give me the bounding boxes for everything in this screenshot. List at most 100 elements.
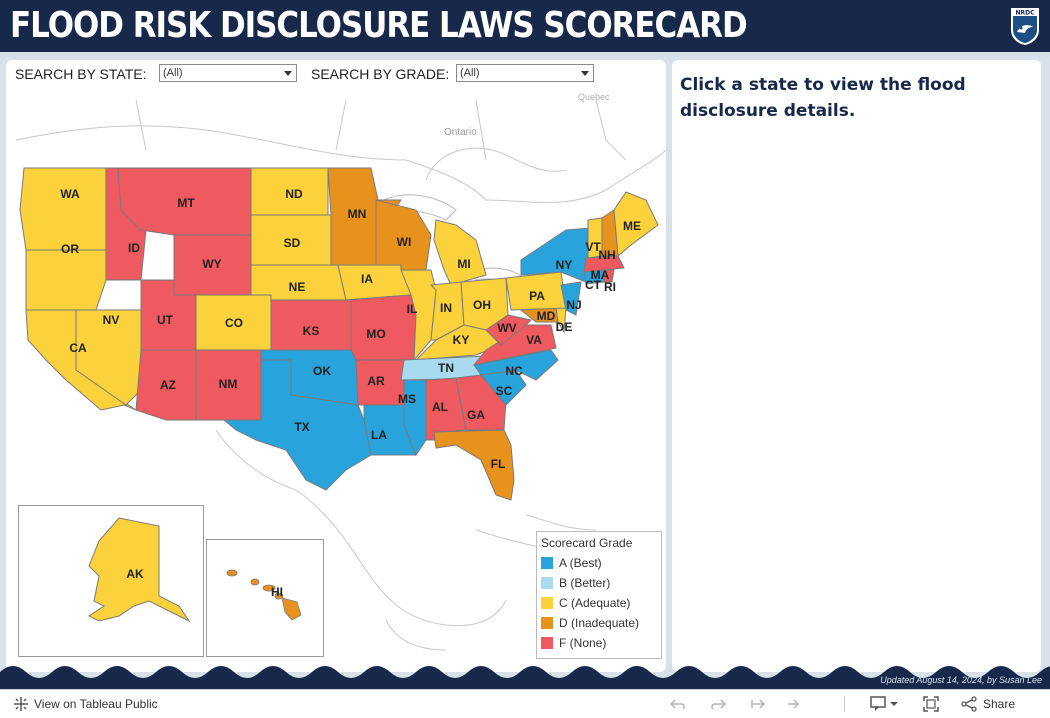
legend-swatch [541, 597, 553, 609]
state-nv [75, 309, 142, 406]
undo-icon[interactable] [669, 696, 687, 712]
state-az [135, 349, 197, 421]
state-label: KS [303, 324, 320, 338]
state-label: NM [219, 377, 238, 391]
state-label: GA [467, 408, 485, 422]
comment-icon[interactable] [870, 696, 900, 712]
state-label: NC [505, 364, 523, 378]
legend-swatch [541, 617, 553, 629]
state-label: NE [289, 280, 306, 294]
state-label: TN [438, 361, 454, 375]
state-label: OK [313, 364, 331, 378]
legend-title: Scorecard Grade [541, 536, 633, 550]
state-label: RI [604, 280, 616, 294]
state-label: OR [61, 242, 79, 256]
state-label: CO [225, 316, 243, 330]
state-label: MS [398, 392, 416, 406]
logo-text: NRDC [1015, 10, 1035, 17]
state-label: MI [457, 257, 470, 271]
grade-filter-label: SEARCH BY GRADE: [311, 66, 450, 82]
state-filter-select[interactable]: (All) [159, 64, 297, 82]
state-label: MT [177, 196, 195, 210]
view-on-tableau-link[interactable]: View on Tableau Public [34, 697, 158, 711]
share-icon[interactable] [961, 696, 977, 712]
legend-label: F (None) [559, 636, 607, 650]
footer-toolbar: View on Tableau Public Share [0, 689, 1050, 718]
state-label: TX [294, 420, 309, 434]
forward-icon[interactable] [785, 696, 803, 712]
fullscreen-icon[interactable] [922, 695, 940, 713]
state-label: CT [585, 278, 602, 292]
hawaii-map[interactable]: HI [207, 540, 323, 656]
state-label: WV [497, 321, 516, 335]
legend-label: A (Best) [559, 556, 602, 570]
place-label-ontario: Ontario [444, 127, 477, 138]
state-nj [560, 281, 582, 316]
page-title: FLOOD RISK DISCLOSURE LAWS SCORECARD [10, 5, 748, 46]
state-il [400, 269, 437, 362]
chevron-down-icon [581, 71, 589, 76]
state-label: DE [556, 320, 573, 334]
grade-filter-value: (All) [460, 67, 480, 79]
legend-label: D (Inadequate) [559, 616, 640, 630]
place-label-quebec: Quebec [578, 92, 610, 102]
state-label: ME [623, 219, 641, 233]
legend-label: B (Better) [559, 576, 611, 590]
nrdc-logo: NRDC [1011, 8, 1039, 45]
state-label: ID [128, 241, 140, 255]
revert-icon[interactable] [749, 696, 767, 712]
state-label: AL [432, 400, 448, 414]
state-label: IL [407, 302, 418, 316]
state-label: IN [440, 301, 452, 315]
legend-item-d[interactable]: D (Inadequate) [541, 616, 639, 630]
legend-item-c[interactable]: C (Adequate) [541, 596, 630, 610]
toolbar-divider [844, 696, 845, 712]
state-label: MO [366, 327, 385, 341]
state-filter-value: (All) [163, 67, 183, 79]
state-label: UT [157, 313, 174, 327]
legend-item-f[interactable]: F (None) [541, 636, 606, 650]
detail-prompt: Click a state to view the flood disclosu… [680, 75, 966, 121]
state-label: WA [60, 187, 80, 201]
state-label: AZ [160, 378, 176, 392]
state-label: AR [367, 374, 385, 388]
alaska-map[interactable]: AK [19, 506, 203, 656]
state-label: KY [453, 333, 470, 347]
state-label: WI [397, 235, 412, 249]
state-label: SD [284, 236, 301, 250]
redo-icon[interactable] [709, 696, 727, 712]
state-me [613, 191, 659, 258]
state-nc [473, 349, 559, 381]
legend-item-b[interactable]: B (Better) [541, 576, 610, 590]
share-button[interactable]: Share [983, 697, 1016, 711]
state-filter-label: SEARCH BY STATE: [15, 66, 147, 82]
legend-swatch [541, 637, 553, 649]
state-ms [403, 379, 427, 457]
state-mi [433, 219, 487, 286]
state-label: NJ [566, 298, 581, 312]
state-label: AK [126, 567, 144, 581]
state-ri [603, 269, 615, 283]
state-label: VT [585, 240, 601, 254]
map-panel: Ontario Quebec WA OR CA NV ID MT WY UT A… [6, 60, 666, 672]
update-credit: Updated August 14, 2024, by Susan Lee [880, 675, 1042, 685]
header-bar: FLOOD RISK DISCLOSURE LAWS SCORECARD NRD… [0, 0, 1050, 52]
state-tx [222, 359, 372, 491]
state-or [25, 249, 107, 311]
alaska-inset: AK [18, 505, 204, 657]
us-map[interactable]: Ontario Quebec WA OR CA NV ID MT WY UT A… [6, 60, 666, 672]
state-label: HI [271, 585, 283, 599]
state-label: VA [526, 333, 542, 347]
state-label: NY [556, 258, 573, 272]
state-label: CA [69, 341, 87, 355]
state-label: FL [491, 457, 506, 471]
grade-filter-select[interactable]: (All) [456, 64, 594, 82]
legend-item-a[interactable]: A (Best) [541, 556, 602, 570]
state-wv [485, 314, 533, 346]
state-label: MN [348, 207, 367, 221]
state-label: IA [361, 272, 373, 286]
wave-border [0, 666, 1050, 690]
state-label: WY [202, 257, 221, 271]
legend-label: C (Adequate) [559, 596, 631, 610]
legend-swatch [541, 577, 553, 589]
